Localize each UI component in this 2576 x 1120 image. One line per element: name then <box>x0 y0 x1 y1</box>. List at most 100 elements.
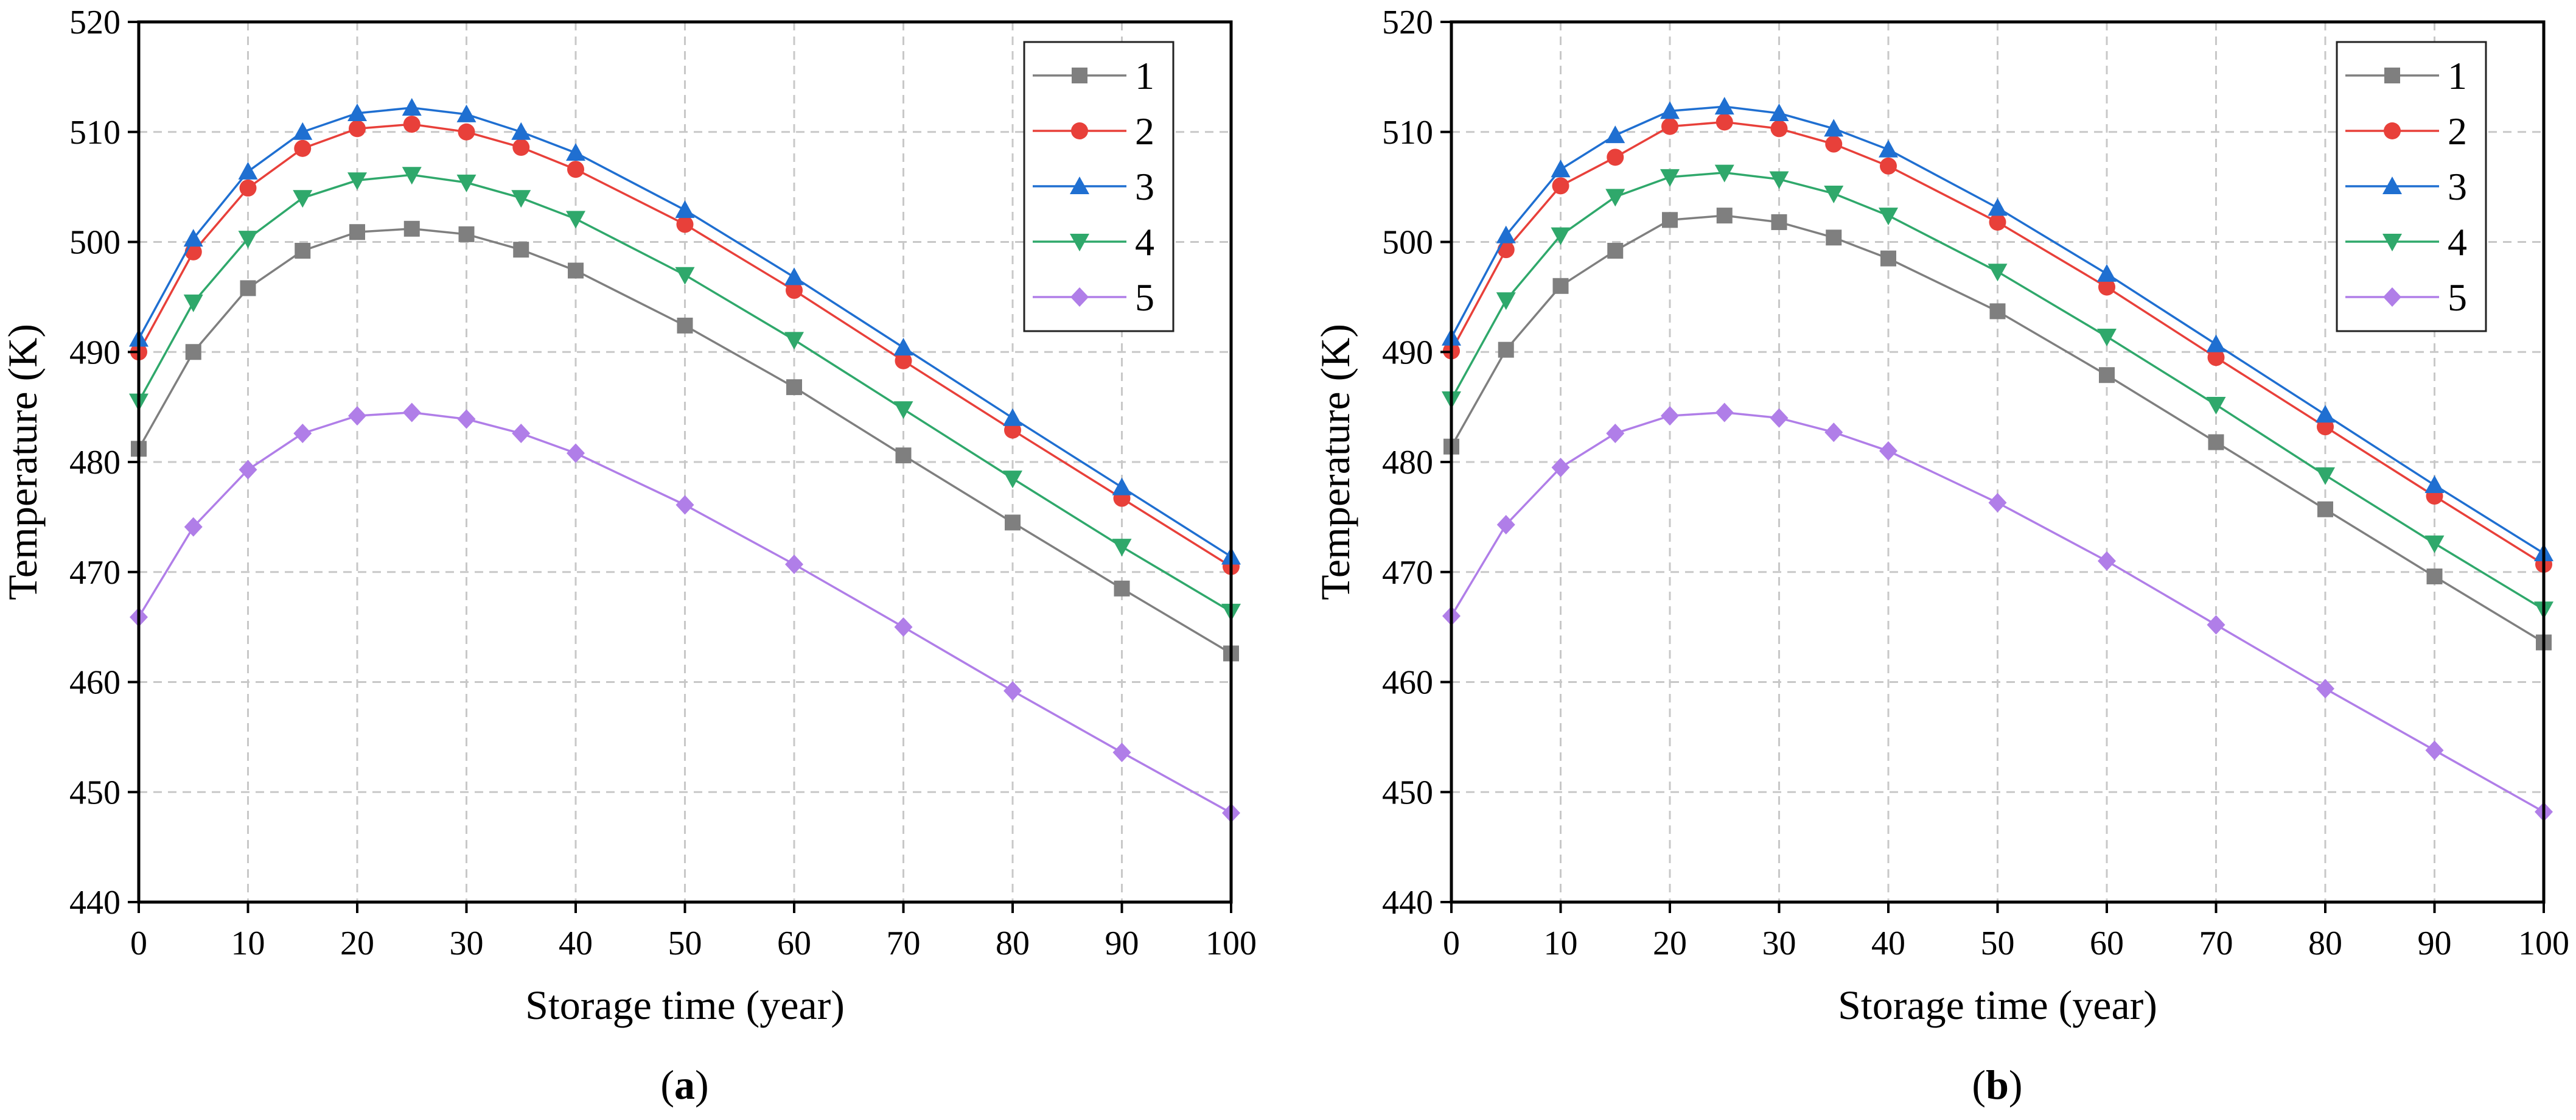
series-2-point <box>1825 135 1843 153</box>
panel-caption: (b) <box>1972 1062 2022 1108</box>
series-2-point <box>458 123 475 141</box>
series-3-point <box>293 122 313 140</box>
y-tick-label: 480 <box>69 444 120 481</box>
series-4-point <box>675 267 695 285</box>
series-3-point <box>566 143 585 161</box>
series-3-point <box>2424 475 2445 493</box>
chart-panel-b: 0 10 20 30 40 50 60 70 80 90 100 440 450 460 470 480 490… <box>1312 4 2569 1108</box>
series-2-point <box>403 116 421 133</box>
x-tick-label: 100 <box>1206 925 1257 962</box>
y-tick-label: 520 <box>1382 4 1433 41</box>
y-tick-label: 440 <box>1382 884 1433 922</box>
series-5-point <box>1551 458 1570 478</box>
series-3-point <box>2097 264 2117 282</box>
series-1-point <box>1989 303 2006 320</box>
series-1-point <box>403 220 420 237</box>
legend-label-2: 2 <box>1135 110 1154 153</box>
series-3-point <box>1879 139 1898 158</box>
series-3-point <box>183 229 203 247</box>
series-1-point <box>568 262 584 279</box>
x-tick-label: 40 <box>559 925 593 962</box>
series-4-point <box>1003 471 1022 489</box>
chart-panel-a: 0 10 20 30 40 50 60 70 80 90 100 440 450 460 470 480 490… <box>0 4 1257 1108</box>
series-5-point <box>1661 406 1679 426</box>
series-5-point <box>512 424 531 444</box>
series-4-point <box>183 294 203 312</box>
series-1-point <box>786 379 802 396</box>
series-5-point <box>675 495 694 515</box>
series-5-point <box>1988 492 2007 513</box>
legend: 1 2 3 4 5 <box>2336 41 2487 332</box>
series-4-point <box>1112 539 1132 557</box>
x-tick-label: 100 <box>2518 925 2569 962</box>
legend-marker-3 <box>1070 177 1089 194</box>
series-1-point <box>458 226 475 242</box>
series-1-point <box>1114 580 1130 597</box>
series-4-point <box>2097 328 2117 346</box>
series-3-point <box>1003 408 1022 426</box>
legend-label-1: 1 <box>1135 54 1154 97</box>
series-2-point <box>2098 278 2115 296</box>
x-tick-label: 30 <box>1762 925 1796 962</box>
legend-label-4: 4 <box>1135 220 1154 264</box>
legend-marker-1 <box>1072 68 1087 83</box>
series-4-point <box>1879 208 1898 226</box>
series-3-point <box>2206 334 2226 352</box>
series-3-point <box>1824 119 1844 137</box>
legend-label-5: 5 <box>1135 276 1154 319</box>
y-tick-label: 470 <box>69 554 120 592</box>
series-5-point <box>2207 615 2225 635</box>
series-3-point <box>1496 225 1516 243</box>
series-5-point <box>567 443 585 463</box>
legend-label-4: 4 <box>2448 220 2467 264</box>
y-tick-label: 510 <box>1382 114 1433 152</box>
series-5-point <box>402 402 421 422</box>
series-5-point <box>2316 679 2334 699</box>
y-tick-label: 490 <box>1382 334 1433 371</box>
series-4-point <box>1551 227 1571 245</box>
x-tick-label: 50 <box>1981 925 2015 962</box>
series-2-point <box>294 139 312 157</box>
series-1-point <box>513 242 529 258</box>
series-4-point <box>1660 169 1680 187</box>
series-1-point <box>2426 568 2443 584</box>
series-3-point <box>1551 159 1571 178</box>
series-3-point <box>1112 477 1132 495</box>
x-tick-label: 90 <box>2418 925 2452 962</box>
x-tick-label: 60 <box>777 925 811 962</box>
legend-marker-2 <box>2384 122 2401 139</box>
y-tick-label: 470 <box>1382 554 1433 592</box>
series-5-point <box>1004 681 1022 701</box>
series-1-point <box>349 224 365 240</box>
series-5-point <box>1112 743 1131 763</box>
legend-label-1: 1 <box>2448 54 2467 97</box>
y-tick-label: 490 <box>69 334 120 371</box>
series-4-point <box>1496 292 1516 310</box>
series-2-point <box>2207 349 2225 366</box>
legend-label-3: 3 <box>2448 165 2467 208</box>
series-1-point <box>1662 212 1678 228</box>
series-3-point <box>2316 405 2335 423</box>
panel-caption: (a) <box>660 1062 708 1108</box>
series-2-point <box>1770 120 1788 138</box>
series-2-point <box>895 352 912 369</box>
series-4-point <box>784 332 804 350</box>
series-3-point <box>1769 103 1789 122</box>
series-2-point <box>239 179 257 197</box>
series-2-point <box>1552 177 1569 195</box>
series-2-point <box>676 215 694 233</box>
series-2-point <box>567 161 584 178</box>
series-1-point <box>2317 501 2333 517</box>
series-1-point <box>895 447 912 464</box>
series-4-point <box>238 231 258 249</box>
series-3-point <box>347 103 367 122</box>
series-5-point <box>1715 402 1734 422</box>
series-4-point <box>2424 535 2445 553</box>
series-1-point <box>240 280 256 296</box>
series-2-point <box>1661 117 1678 135</box>
series-3-point <box>402 97 422 116</box>
x-tick-label: 0 <box>1443 925 1460 962</box>
x-tick-label: 90 <box>1105 925 1139 962</box>
legend: 1 2 3 4 5 <box>1023 41 1175 332</box>
y-tick-label: 500 <box>1382 224 1433 262</box>
